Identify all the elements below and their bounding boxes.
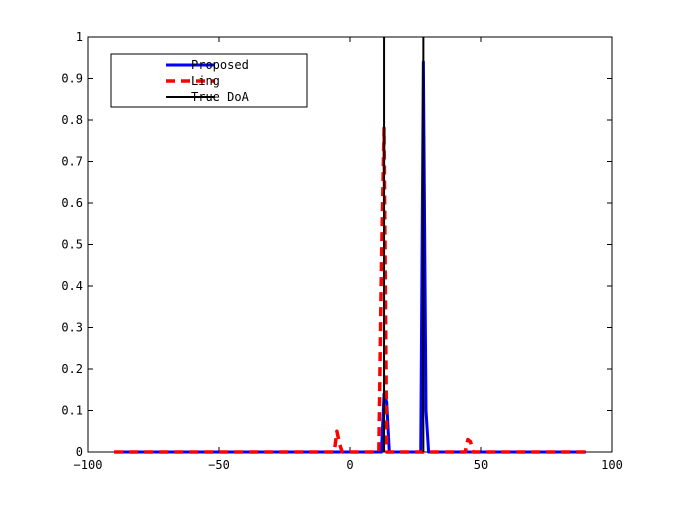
y-tick-label: 0.7 bbox=[61, 155, 83, 169]
legend-label: True DoA bbox=[191, 90, 250, 104]
x-tick-label: −100 bbox=[74, 458, 103, 472]
y-tick-label: 0.3 bbox=[61, 321, 83, 335]
series-ling-line bbox=[114, 126, 586, 454]
y-tick-label: 0.8 bbox=[61, 113, 83, 127]
y-tick-label: 1 bbox=[76, 30, 83, 44]
y-tick-label: 0 bbox=[76, 445, 83, 459]
y-tick-label: 0.9 bbox=[61, 72, 83, 86]
legend-box bbox=[110, 53, 308, 108]
y-axis: 0 0.1 0.2 0.3 0.4 0.5 0.6 0.7 0.8 0.9 1 bbox=[61, 30, 612, 459]
x-tick-label: 0 bbox=[346, 458, 353, 472]
legend-label: Proposed bbox=[191, 58, 249, 72]
y-tick-label: 0.6 bbox=[61, 196, 83, 210]
series-layer bbox=[114, 37, 586, 454]
y-tick-label: 0.4 bbox=[61, 279, 83, 293]
x-tick-label: 50 bbox=[474, 458, 488, 472]
legend-label: Ling bbox=[191, 74, 220, 88]
x-axis: −100 −50 0 50 100 bbox=[74, 37, 623, 472]
legend: Proposed Ling True DoA bbox=[110, 53, 308, 108]
y-tick-label: 0.5 bbox=[61, 238, 83, 252]
x-tick-label: 100 bbox=[601, 458, 623, 472]
x-tick-label: −50 bbox=[208, 458, 230, 472]
y-tick-label: 0.1 bbox=[61, 404, 83, 418]
y-tick-label: 0.2 bbox=[61, 362, 83, 376]
